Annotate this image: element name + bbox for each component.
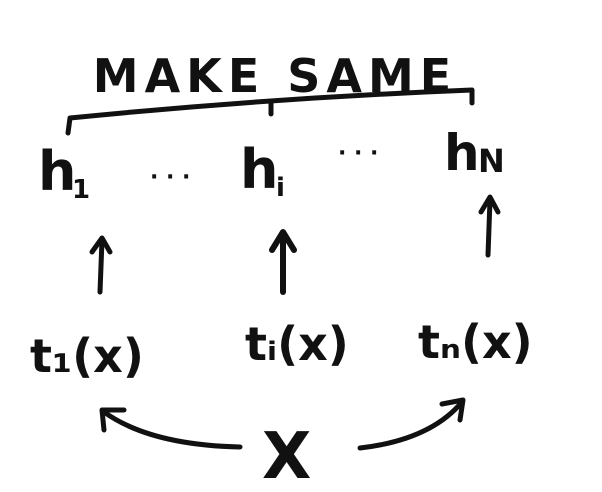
- label-h-middle: h i: [240, 138, 285, 203]
- label-tnx: tₙ(x): [418, 315, 533, 369]
- svg-text:h: h: [240, 138, 278, 201]
- svg-text:1: 1: [72, 175, 90, 205]
- svg-text:i: i: [276, 173, 285, 203]
- arrow-x-to-first: [99, 407, 243, 450]
- svg-text:h: h: [38, 140, 76, 203]
- svg-text:N: N: [478, 142, 505, 180]
- svg-text:h: h: [444, 124, 480, 182]
- label-t1x: t₁(x): [30, 329, 144, 383]
- ellipsis-left: · · ·: [150, 165, 190, 190]
- label-tix: tᵢ(x): [245, 317, 349, 371]
- label-h-last: h N: [444, 124, 505, 182]
- arrow-up-last: [478, 194, 501, 258]
- arrow-x-to-last: [357, 397, 466, 451]
- label-x: X: [262, 420, 311, 492]
- arrow-up-first: [89, 235, 113, 295]
- ellipsis-right: · · ·: [338, 141, 378, 166]
- arrow-up-middle: [269, 229, 297, 295]
- label-h-first: h 1: [38, 140, 90, 205]
